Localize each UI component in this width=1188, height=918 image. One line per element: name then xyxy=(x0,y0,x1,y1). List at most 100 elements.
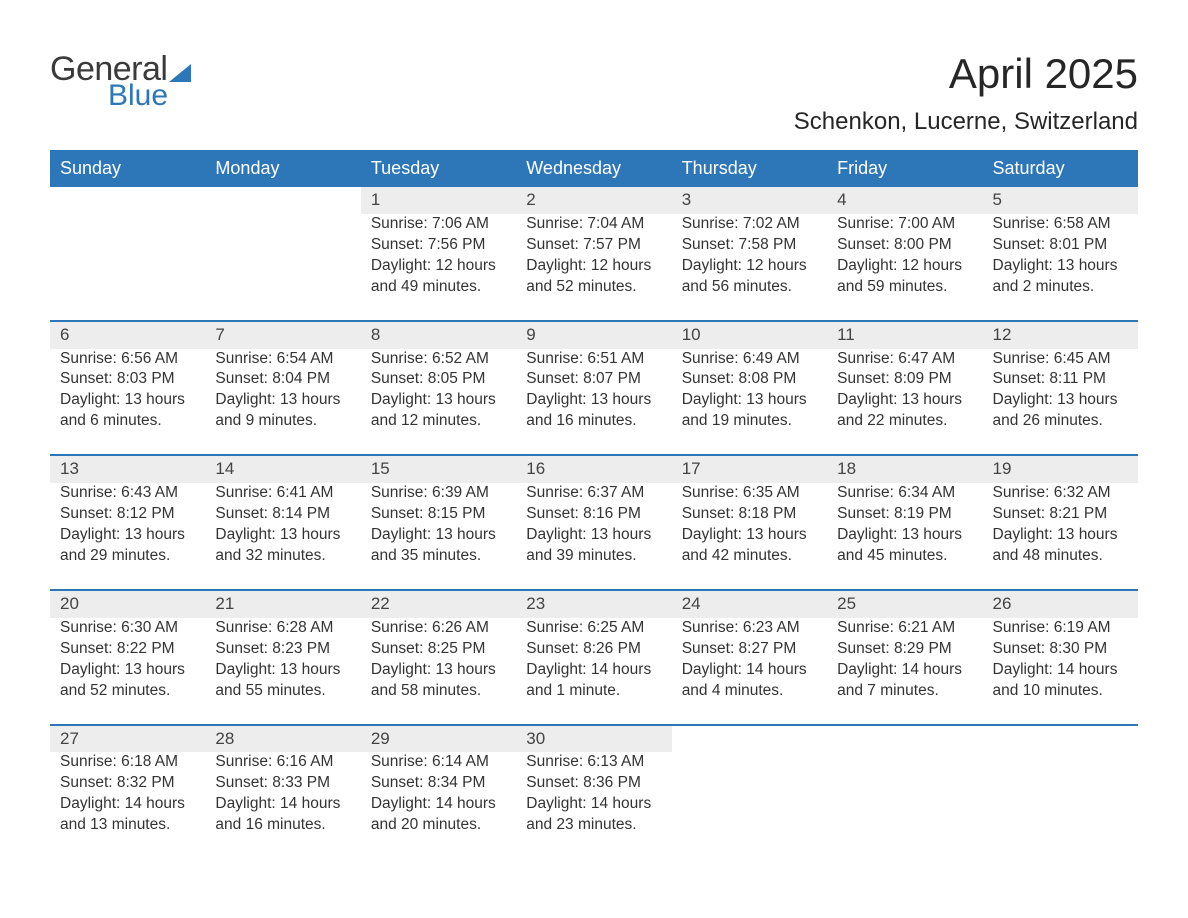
day-cell: Sunrise: 7:06 AMSunset: 7:56 PMDaylight:… xyxy=(361,214,516,321)
day-header: Wednesday xyxy=(516,150,671,187)
daylight-text: Daylight: 13 hours and 42 minutes. xyxy=(682,525,817,567)
day-number-cell: 16 xyxy=(516,455,671,483)
sunrise-text: Sunrise: 6:51 AM xyxy=(526,349,661,370)
calendar-table: Sunday Monday Tuesday Wednesday Thursday… xyxy=(50,150,1138,858)
sunset-text: Sunset: 8:27 PM xyxy=(682,639,817,660)
day-cell: Sunrise: 6:45 AMSunset: 8:11 PMDaylight:… xyxy=(983,349,1138,456)
day-cell: Sunrise: 6:54 AMSunset: 8:04 PMDaylight:… xyxy=(205,349,360,456)
sunrise-text: Sunrise: 6:21 AM xyxy=(837,618,972,639)
sunrise-text: Sunrise: 6:18 AM xyxy=(60,752,195,773)
week-content-row: Sunrise: 6:56 AMSunset: 8:03 PMDaylight:… xyxy=(50,349,1138,456)
day-number-cell: 25 xyxy=(827,590,982,618)
day-cell: Sunrise: 6:30 AMSunset: 8:22 PMDaylight:… xyxy=(50,618,205,725)
sunset-text: Sunset: 8:01 PM xyxy=(993,235,1128,256)
sunrise-text: Sunrise: 6:14 AM xyxy=(371,752,506,773)
sunrise-text: Sunrise: 6:35 AM xyxy=(682,483,817,504)
day-number-cell: 15 xyxy=(361,455,516,483)
day-number-cell: 21 xyxy=(205,590,360,618)
day-number-cell: 4 xyxy=(827,187,982,214)
day-cell xyxy=(205,214,360,321)
day-number-cell: 6 xyxy=(50,321,205,349)
sunset-text: Sunset: 8:08 PM xyxy=(682,369,817,390)
sunrise-text: Sunrise: 6:56 AM xyxy=(60,349,195,370)
sunset-text: Sunset: 8:00 PM xyxy=(837,235,972,256)
week-number-row: 27282930 xyxy=(50,725,1138,753)
daylight-text: Daylight: 14 hours and 23 minutes. xyxy=(526,794,661,836)
day-cell: Sunrise: 6:19 AMSunset: 8:30 PMDaylight:… xyxy=(983,618,1138,725)
sunrise-text: Sunrise: 7:04 AM xyxy=(526,214,661,235)
sunset-text: Sunset: 8:34 PM xyxy=(371,773,506,794)
day-number-cell: 13 xyxy=(50,455,205,483)
day-cell: Sunrise: 6:51 AMSunset: 8:07 PMDaylight:… xyxy=(516,349,671,456)
daylight-text: Daylight: 13 hours and 39 minutes. xyxy=(526,525,661,567)
week-content-row: Sunrise: 6:18 AMSunset: 8:32 PMDaylight:… xyxy=(50,752,1138,858)
sunrise-text: Sunrise: 6:23 AM xyxy=(682,618,817,639)
daylight-text: Daylight: 13 hours and 52 minutes. xyxy=(60,660,195,702)
month-title: April 2025 xyxy=(794,50,1138,98)
sunset-text: Sunset: 7:56 PM xyxy=(371,235,506,256)
day-cell xyxy=(827,752,982,858)
sunset-text: Sunset: 8:36 PM xyxy=(526,773,661,794)
week-number-row: 6789101112 xyxy=(50,321,1138,349)
sunset-text: Sunset: 8:33 PM xyxy=(215,773,350,794)
sunrise-text: Sunrise: 7:02 AM xyxy=(682,214,817,235)
day-number-cell: 30 xyxy=(516,725,671,753)
sunrise-text: Sunrise: 6:54 AM xyxy=(215,349,350,370)
sunset-text: Sunset: 7:58 PM xyxy=(682,235,817,256)
day-number-cell xyxy=(672,725,827,753)
day-number-cell: 3 xyxy=(672,187,827,214)
day-header: Tuesday xyxy=(361,150,516,187)
daylight-text: Daylight: 13 hours and 35 minutes. xyxy=(371,525,506,567)
day-cell xyxy=(983,752,1138,858)
day-number-cell xyxy=(205,187,360,214)
daylight-text: Daylight: 14 hours and 10 minutes. xyxy=(993,660,1128,702)
sunrise-text: Sunrise: 6:45 AM xyxy=(993,349,1128,370)
day-number-cell xyxy=(983,725,1138,753)
sunrise-text: Sunrise: 6:19 AM xyxy=(993,618,1128,639)
sunrise-text: Sunrise: 6:30 AM xyxy=(60,618,195,639)
sunrise-text: Sunrise: 6:37 AM xyxy=(526,483,661,504)
day-cell xyxy=(672,752,827,858)
page-header: General Blue April 2025 Schenkon, Lucern… xyxy=(50,50,1138,136)
sunset-text: Sunset: 7:57 PM xyxy=(526,235,661,256)
sunset-text: Sunset: 8:14 PM xyxy=(215,504,350,525)
sunset-text: Sunset: 8:11 PM xyxy=(993,369,1128,390)
week-number-row: 20212223242526 xyxy=(50,590,1138,618)
sunrise-text: Sunrise: 6:39 AM xyxy=(371,483,506,504)
day-number-cell: 12 xyxy=(983,321,1138,349)
day-number-cell: 18 xyxy=(827,455,982,483)
day-cell: Sunrise: 6:21 AMSunset: 8:29 PMDaylight:… xyxy=(827,618,982,725)
sunset-text: Sunset: 8:15 PM xyxy=(371,504,506,525)
day-number-cell: 10 xyxy=(672,321,827,349)
daylight-text: Daylight: 14 hours and 16 minutes. xyxy=(215,794,350,836)
sunrise-text: Sunrise: 6:43 AM xyxy=(60,483,195,504)
daylight-text: Daylight: 13 hours and 19 minutes. xyxy=(682,390,817,432)
daylight-text: Daylight: 14 hours and 13 minutes. xyxy=(60,794,195,836)
sunrise-text: Sunrise: 6:13 AM xyxy=(526,752,661,773)
day-header: Saturday xyxy=(983,150,1138,187)
title-block: April 2025 Schenkon, Lucerne, Switzerlan… xyxy=(794,50,1138,136)
daylight-text: Daylight: 13 hours and 26 minutes. xyxy=(993,390,1128,432)
day-number-cell: 9 xyxy=(516,321,671,349)
day-number-cell: 22 xyxy=(361,590,516,618)
location-subtitle: Schenkon, Lucerne, Switzerland xyxy=(794,108,1138,136)
sunset-text: Sunset: 8:26 PM xyxy=(526,639,661,660)
sunset-text: Sunset: 8:07 PM xyxy=(526,369,661,390)
sunset-text: Sunset: 8:30 PM xyxy=(993,639,1128,660)
week-content-row: Sunrise: 6:30 AMSunset: 8:22 PMDaylight:… xyxy=(50,618,1138,725)
sunrise-text: Sunrise: 6:47 AM xyxy=(837,349,972,370)
sunset-text: Sunset: 8:25 PM xyxy=(371,639,506,660)
day-cell: Sunrise: 6:34 AMSunset: 8:19 PMDaylight:… xyxy=(827,483,982,590)
daylight-text: Daylight: 12 hours and 52 minutes. xyxy=(526,256,661,298)
day-cell: Sunrise: 6:13 AMSunset: 8:36 PMDaylight:… xyxy=(516,752,671,858)
day-number-cell: 23 xyxy=(516,590,671,618)
sunrise-text: Sunrise: 6:32 AM xyxy=(993,483,1128,504)
sunset-text: Sunset: 8:32 PM xyxy=(60,773,195,794)
day-cell: Sunrise: 6:49 AMSunset: 8:08 PMDaylight:… xyxy=(672,349,827,456)
sunrise-text: Sunrise: 6:25 AM xyxy=(526,618,661,639)
daylight-text: Daylight: 14 hours and 7 minutes. xyxy=(837,660,972,702)
day-number-cell: 27 xyxy=(50,725,205,753)
logo-triangle-icon xyxy=(169,64,191,82)
week-content-row: Sunrise: 6:43 AMSunset: 8:12 PMDaylight:… xyxy=(50,483,1138,590)
day-cell: Sunrise: 6:39 AMSunset: 8:15 PMDaylight:… xyxy=(361,483,516,590)
